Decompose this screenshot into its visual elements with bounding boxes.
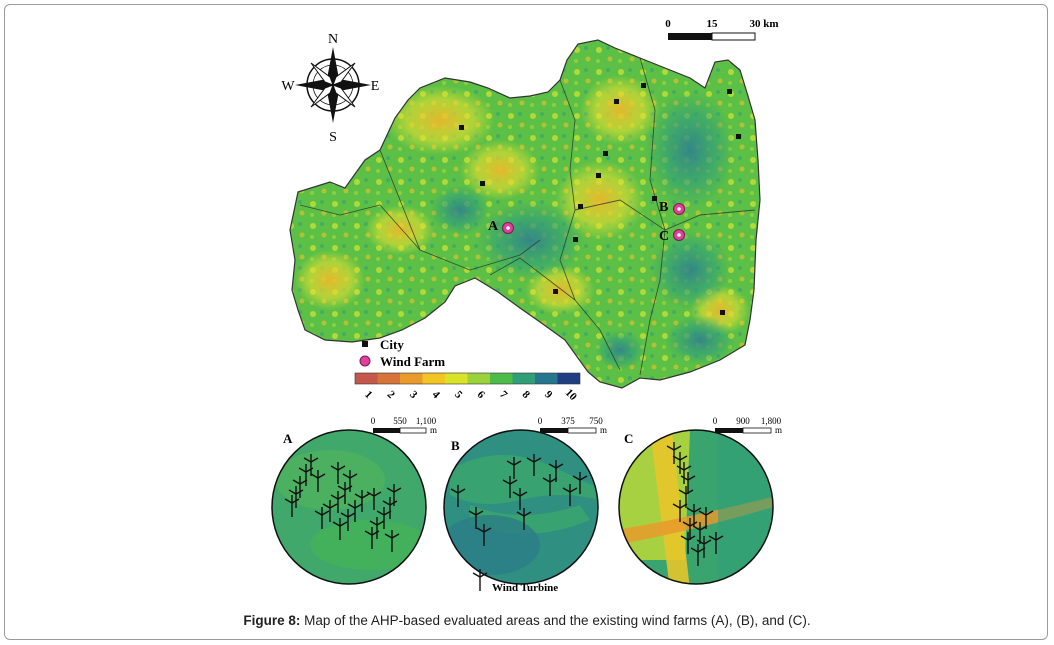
wind-farm-marker-c (673, 229, 685, 241)
scale-label-0: 0 (665, 18, 671, 30)
compass-rose: N S E W (281, 32, 379, 145)
city-marker (578, 204, 583, 209)
city-marker (596, 173, 601, 178)
inset-b-scale-1: 375 (561, 416, 575, 426)
figure-map: N S E W 0 15 30 km (271, 18, 782, 594)
inset-a-scale-1: 550 (393, 416, 407, 426)
inset-c-label: C (624, 431, 633, 446)
inset-c-scale-0: 0 (713, 416, 718, 426)
wind-farm-marker-a (502, 222, 514, 234)
inset-b: B 0 375 750 m Wind Turbine (443, 416, 607, 594)
inset-b-scale-2: 750 (589, 416, 603, 426)
wind-farm-marker-b (673, 203, 685, 215)
legend-swatch (400, 373, 423, 384)
caption-text: Map of the AHP-based evaluated areas and… (300, 613, 811, 628)
inset-b-label: B (451, 438, 460, 453)
legend-swatch (377, 373, 400, 384)
inset-c-scale-unit: m (775, 425, 782, 435)
city-marker (736, 134, 741, 139)
legend-swatch (535, 373, 558, 384)
legend-city-symbol (362, 341, 368, 347)
legend-class-label: 4 (430, 389, 443, 402)
city-marker (480, 181, 485, 186)
site-label-c: C (659, 229, 669, 244)
legend-color-bar: 1 2 3 4 5 6 7 8 9 10 (354, 372, 581, 404)
inset-b-turbine-legend: Wind Turbine (472, 568, 558, 594)
suitability-map (289, 39, 761, 389)
legend-class-label: 10 (563, 387, 580, 404)
inset-b-scale: 0 375 750 m (538, 416, 607, 435)
compass-s: S (329, 130, 337, 145)
legend-class-label: 9 (542, 389, 555, 402)
city-marker (652, 196, 657, 201)
legend-wind-farm-symbol (359, 355, 371, 367)
legend-swatch (512, 373, 535, 384)
city-marker (641, 83, 646, 88)
city-marker (573, 237, 578, 242)
inset-c-scale-2: 1,800 (761, 416, 782, 426)
wind-farm-markers: A B C (488, 200, 685, 244)
scale-label-30: 30 km (749, 18, 778, 30)
scale-bar: 0 15 30 km (665, 18, 779, 41)
map-legend: City Wind Farm 1 2 3 4 5 6 7 8 9 10 (354, 337, 581, 404)
legend-wind-farm-label: Wind Farm (380, 354, 445, 369)
legend-swatch (467, 373, 490, 384)
inset-a-scale: 0 550 1,100 m (371, 416, 437, 435)
inset-c-scale: 0 900 1,800 m (713, 416, 782, 435)
city-marker (459, 125, 464, 130)
inset-a-scale-2: 1,100 (416, 416, 437, 426)
inset-a-scale-unit: m (430, 425, 437, 435)
site-label-a: A (488, 219, 499, 234)
inset-a-scale-0: 0 (371, 416, 376, 426)
legend-class-label: 5 (452, 389, 465, 402)
figure-caption: Figure 8: Map of the AHP-based evaluated… (0, 613, 1054, 628)
legend-city-label: City (380, 337, 404, 352)
city-marker (720, 310, 725, 315)
legend-class-label: 7 (497, 389, 510, 402)
site-label-b: B (659, 200, 668, 215)
legend-class-label: 6 (475, 389, 488, 402)
city-markers (459, 83, 741, 315)
compass-n: N (328, 32, 338, 47)
inset-b-scale-0: 0 (538, 416, 543, 426)
legend-swatch (490, 373, 513, 384)
city-marker (553, 289, 558, 294)
scale-label-15: 15 (707, 18, 719, 30)
inset-b-scale-unit: m (600, 425, 607, 435)
city-marker (603, 151, 608, 156)
legend-class-label: 8 (520, 389, 533, 402)
inset-a-label: A (283, 431, 293, 446)
city-marker (727, 89, 732, 94)
compass-e: E (371, 79, 380, 94)
caption-prefix: Figure 8: (243, 613, 301, 628)
legend-swatch (355, 373, 378, 384)
inset-c-scale-1: 900 (736, 416, 750, 426)
city-marker (614, 99, 619, 104)
legend-class-label: 2 (385, 389, 398, 402)
turbine-legend-label: Wind Turbine (492, 582, 558, 594)
legend-swatch (422, 373, 445, 384)
inset-a: A 0 550 1,100 m (271, 416, 437, 585)
compass-w: W (281, 79, 295, 94)
legend-swatch (557, 373, 580, 384)
legend-class-label: 1 (362, 389, 374, 401)
legend-swatch (445, 373, 468, 384)
legend-class-label: 3 (407, 389, 420, 402)
inset-c: C 0 900 1,800 m (618, 416, 782, 585)
